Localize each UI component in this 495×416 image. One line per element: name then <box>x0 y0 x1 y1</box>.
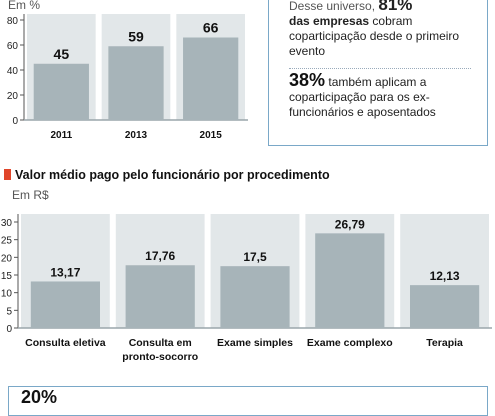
bottom-chart-unit-label: Em R$ <box>12 188 49 202</box>
x-category-label: 2011 <box>50 130 72 141</box>
info-line1-partial: Desse universo, <box>289 0 376 13</box>
bar-value-label: 66 <box>203 20 219 36</box>
bar-value-label: 17,76 <box>145 249 175 263</box>
info-line1-bold: das empresas <box>289 14 370 28</box>
footer-box: 20% <box>8 386 488 416</box>
bar <box>315 233 385 328</box>
y-tick-label: 40 <box>7 66 19 77</box>
info-line2-pct: 38% <box>289 70 326 90</box>
bar-value-label: 26,79 <box>335 217 365 231</box>
x-category-label: 2013 <box>125 130 148 141</box>
bar <box>183 37 239 120</box>
bar-value-label: 13,17 <box>50 265 80 279</box>
footer-pct: 20% <box>21 387 58 407</box>
top-chart-unit-label: Em % <box>8 0 41 12</box>
x-category-label: Exame simples <box>217 337 293 349</box>
x-category-label: Consulta em <box>129 337 192 349</box>
bar <box>409 285 480 328</box>
bottom-chart: 0 5 10 15 20 25 30 13,17 Consulta eletiva 17,76 Co… <box>1 214 492 363</box>
y-tick-label: 80 <box>7 16 19 27</box>
y-tick-label: 0 <box>12 116 18 127</box>
bar <box>108 46 164 120</box>
bar-value-label: 59 <box>128 28 144 44</box>
info-box-statement-1: Desse universo, 81% das empresas cobram … <box>289 0 479 59</box>
section-marker-icon <box>4 169 11 180</box>
info-line2-text: também aplicam a coparticipação para os … <box>289 75 436 119</box>
info-box-statement-2: 38% também aplicam a coparticipação para… <box>289 70 479 120</box>
bar <box>33 63 89 120</box>
y-tick-label: 10 <box>1 289 13 300</box>
bar-value-label: 12,13 <box>430 269 460 283</box>
bar <box>30 281 101 328</box>
info-box: Desse universo, 81% das empresas cobram … <box>268 0 488 146</box>
y-tick-label: 0 <box>6 324 12 335</box>
info-line1-text: cobram coparticipação desde o primeiro e… <box>289 14 460 58</box>
x-category-label: pronto-socorro <box>122 351 198 363</box>
y-tick-label: 60 <box>7 41 19 52</box>
bar <box>220 266 290 328</box>
info-box-divider <box>289 68 471 69</box>
y-tick-label: 20 <box>1 253 13 264</box>
y-tick-label: 15 <box>1 271 13 282</box>
bar-value-label: 17,5 <box>243 250 267 264</box>
x-category-label: Terapia <box>426 337 463 349</box>
x-category-label: Consulta eletiva <box>25 337 106 349</box>
bar-value-label: 45 <box>54 46 70 62</box>
top-chart: 0 20 40 60 80 45 2011 59 2013 66 2015 <box>7 14 248 141</box>
y-tick-label: 5 <box>6 306 12 317</box>
bar <box>125 265 195 328</box>
y-tick-label: 30 <box>1 218 13 229</box>
y-tick-label: 20 <box>7 91 19 102</box>
x-category-label: Exame complexo <box>307 337 393 349</box>
x-category-label: 2015 <box>200 130 223 141</box>
bottom-chart-title-text: Valor médio pago pelo funcionário por pr… <box>15 168 330 182</box>
y-tick-label: 25 <box>1 236 13 247</box>
info-line1-pct: 81% <box>378 0 413 14</box>
bottom-chart-title: Valor médio pago pelo funcionário por pr… <box>4 168 330 182</box>
